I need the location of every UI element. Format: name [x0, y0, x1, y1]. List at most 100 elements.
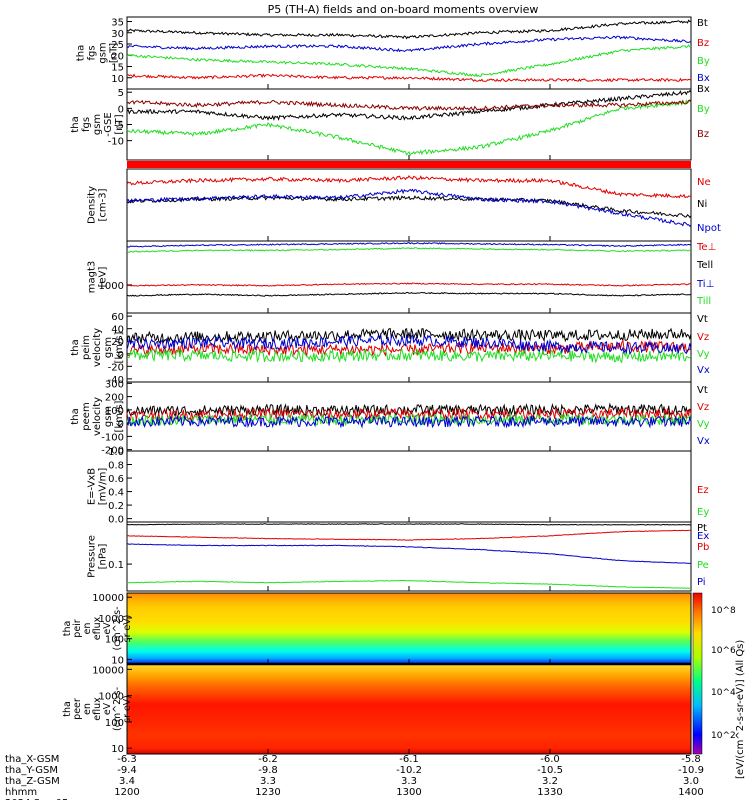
- series-line-Bx: [126, 90, 692, 121]
- legend-entry: Bz: [697, 38, 709, 49]
- panel-mode-bar: [127, 161, 691, 168]
- x-axis-value: -6.2: [258, 754, 278, 765]
- legend-entry: Pi: [697, 577, 706, 588]
- y-axis-label: peem: [81, 402, 92, 430]
- x-axis-value: -5.8: [681, 754, 701, 765]
- y-axis-label: tha: [62, 701, 73, 717]
- panel-frame: [126, 450, 692, 523]
- series-line-Vz: [126, 407, 692, 422]
- series-line-Vt: [126, 402, 692, 418]
- legend-entry: Till: [696, 296, 711, 307]
- y-axis-label: [nT]: [109, 43, 120, 63]
- y-tick-label: 200: [105, 393, 124, 404]
- x-axis-value: -9.4: [117, 765, 137, 776]
- x-axis-row-label: tha_X-GSM: [5, 754, 59, 765]
- colorbar-tick: 10^4: [711, 688, 736, 698]
- y-axis-label: eflux: [92, 697, 103, 721]
- y-axis-label: peir: [72, 619, 83, 638]
- colorbar-tick: 10^2: [711, 731, 736, 741]
- legend-entry: Pb: [697, 542, 709, 553]
- y-axis-label: tha: [76, 45, 87, 61]
- series-line-By: [126, 44, 692, 78]
- peir-spectrogram-image: [127, 593, 691, 664]
- colorbar: 10^8 10^6 10^4 10^2 [eV/(cm^2-s-sr-eV)] …: [692, 592, 746, 779]
- series-line-Vy: [126, 412, 692, 428]
- x-axis-value: 3.3: [260, 776, 276, 787]
- y-tick-label: 5: [118, 88, 124, 99]
- y-axis-label: fgs: [81, 117, 92, 132]
- series-line-Vx: [126, 414, 692, 429]
- series-line-Bt: [126, 19, 691, 40]
- y-axis-label: [nT]: [114, 114, 125, 134]
- y-tick-label: 15: [111, 63, 124, 74]
- x-axis-value: -6.1: [399, 754, 419, 765]
- panel-frame: [126, 88, 692, 161]
- series-line-Npot: [126, 188, 692, 228]
- y-axis-label: gsm: [103, 406, 114, 427]
- series-line-Bz: [126, 99, 692, 111]
- colorbar-label: [eV/(cm^2-s-sr-eV)] (All Qs): [735, 640, 746, 779]
- y-axis-label: gsm: [92, 114, 103, 135]
- legend-entry: By: [697, 56, 710, 67]
- mode-bar: [127, 161, 691, 168]
- legend-entry: Bx: [697, 73, 710, 84]
- y-tick-label: 20: [111, 51, 124, 62]
- y-axis-label: [nPa]: [98, 543, 109, 569]
- peer-spectrogram-image: [127, 664, 691, 754]
- x-axis-value: -10.2: [396, 765, 422, 776]
- y-tick-label: 100: [105, 718, 124, 729]
- y-tick-label: 30: [111, 29, 124, 40]
- y-tick-label: -40: [108, 375, 124, 386]
- series-line-Ni: [126, 195, 692, 219]
- y-tick-label: 20: [111, 337, 124, 348]
- x-axis-value: -10.5: [537, 765, 563, 776]
- y-axis-label: [eV]: [98, 267, 109, 288]
- series-line-Pb: [126, 529, 692, 541]
- y-tick-label: 40: [111, 325, 124, 336]
- y-axis-label: Pressure: [87, 535, 98, 578]
- y-tick-label: 100: [105, 406, 124, 417]
- series-line-Vx: [126, 333, 692, 355]
- legend-entry: Vy: [697, 349, 710, 360]
- legend-entry: Vt: [697, 385, 708, 396]
- y-axis-label: -GSE: [103, 112, 114, 136]
- y-axis-label: tha: [70, 116, 81, 132]
- series-line-Pt: [126, 523, 692, 526]
- x-axis-date: 2024 Sep 05: [5, 798, 68, 800]
- y-axis-label: tha: [70, 339, 81, 355]
- y-axis-label: sr-eV): [122, 695, 133, 723]
- y-axis-label: en: [82, 623, 93, 635]
- y-tick-label: 10000: [92, 665, 124, 676]
- y-tick-label: 0: [118, 104, 124, 115]
- legend-entry: Ne: [697, 177, 711, 188]
- y-axis-label: [km/s]: [114, 331, 125, 363]
- y-axis-label: [km/s]: [114, 400, 125, 432]
- y-tick-label: 0.6: [108, 474, 124, 485]
- series-line-Tell: [126, 291, 692, 297]
- legend-entry: Vt: [697, 314, 708, 325]
- y-axis-label: velocity: [92, 397, 103, 436]
- y-tick-label: 10: [111, 74, 124, 85]
- legend-entry: Bt: [697, 18, 708, 29]
- panel-efield: 0.0 0.2 0.4 0.6 0.8 1.0 E=-VxB [mV/m] Ez Ey Ex: [87, 447, 710, 542]
- x-axis-value: -9.8: [258, 765, 278, 776]
- series-line-Vy: [126, 347, 692, 364]
- y-tick-label: 1000: [99, 281, 124, 292]
- panel-frame: [126, 240, 692, 314]
- legend-entry: Vz: [697, 332, 709, 343]
- y-tick-label: 10: [111, 655, 124, 666]
- x-axis-value: 1230: [255, 787, 280, 798]
- y-axis-label: (cm^2-s-: [112, 607, 123, 651]
- legend-entry: Vz: [697, 402, 709, 413]
- y-tick-label: 0.1: [108, 560, 124, 571]
- x-axis-value: 3.2: [542, 776, 558, 787]
- y-tick-label: 300: [105, 379, 124, 390]
- y-tick-label: -100: [101, 432, 124, 443]
- x-axis-value: 1330: [537, 787, 562, 798]
- y-tick-label: 10: [111, 744, 124, 755]
